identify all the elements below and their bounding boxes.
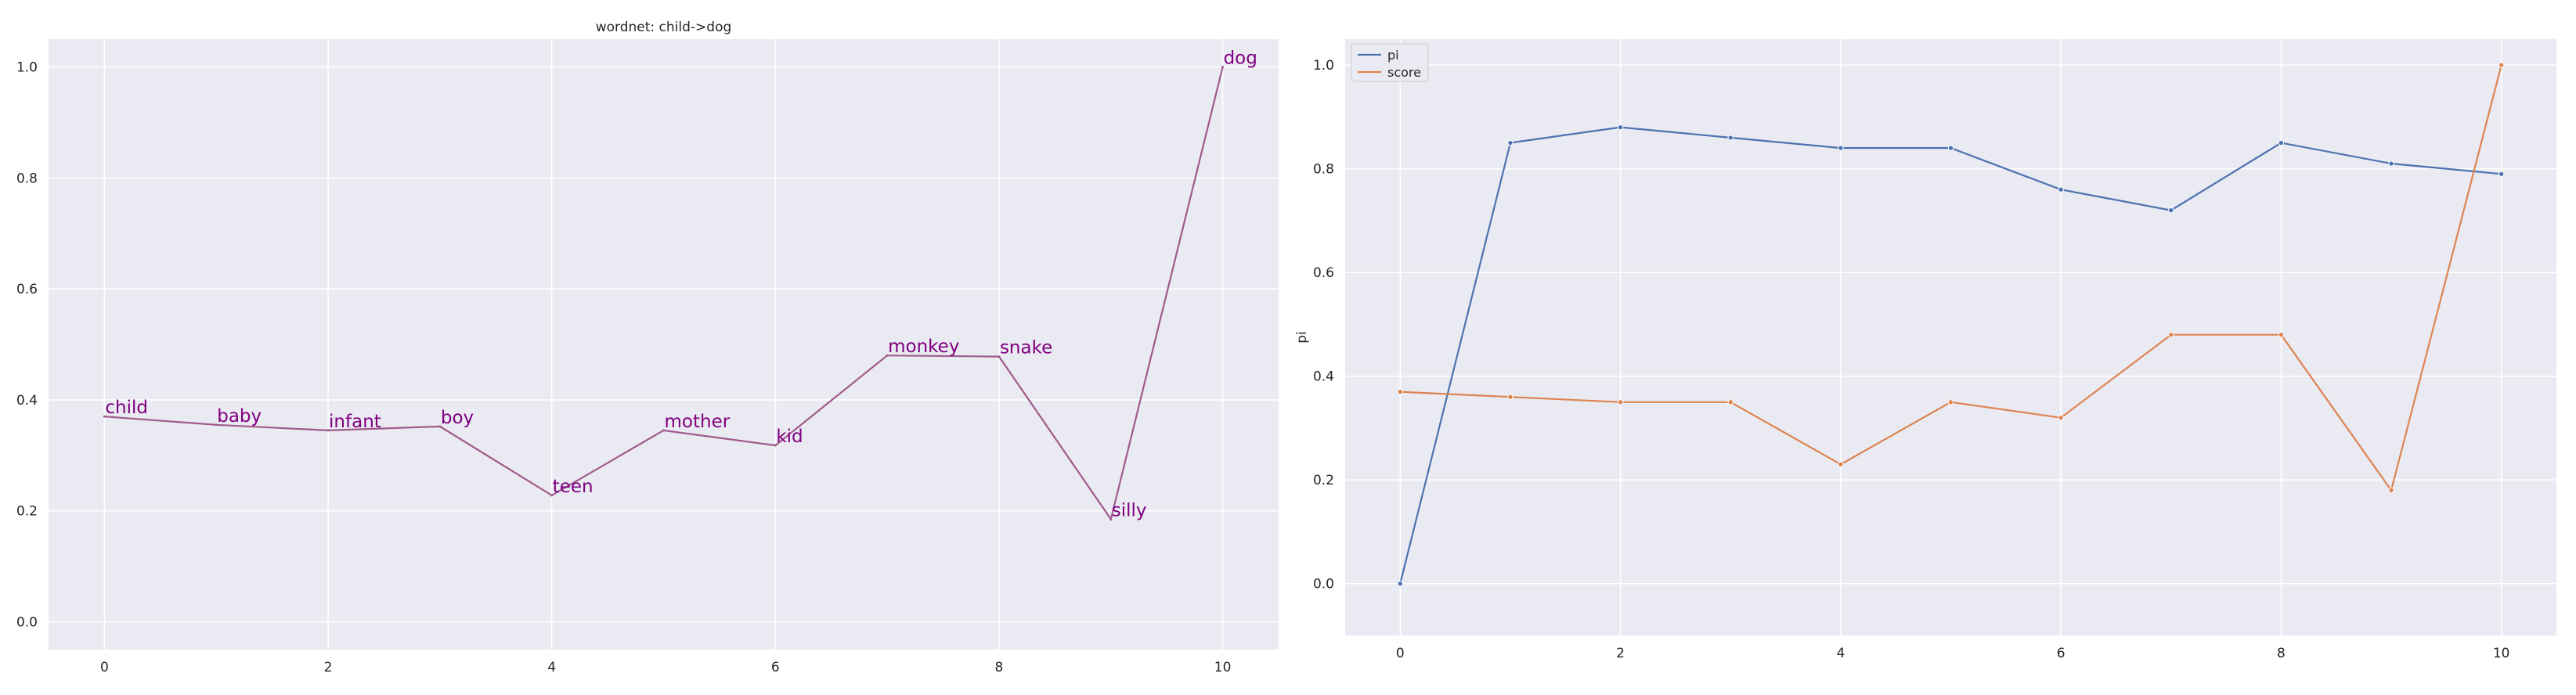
y-tick-label: 1.0 [16, 59, 38, 75]
y-tick-label: 0.4 [1313, 369, 1334, 385]
series-point-pi [1838, 145, 1844, 151]
x-tick-label: 4 [547, 660, 556, 675]
wordnet-path-chart: 0.0 0.2 0.4 0.6 0.8 1.0 0 2 4 6 8 10 child baby infa… [16, 20, 1279, 675]
word-label: snake [1000, 338, 1052, 358]
series-point-score [2278, 331, 2285, 338]
left-y-tick-labels: 0.0 0.2 0.4 0.6 0.8 1.0 [16, 59, 38, 630]
series-point-score [2058, 415, 2064, 421]
word-label: infant [329, 412, 381, 432]
left-axes-background [49, 39, 1279, 650]
x-tick-label: 0 [1396, 646, 1405, 661]
series-point-pi [2498, 171, 2505, 177]
word-label: mother [665, 412, 731, 432]
series-point-score [1617, 399, 1624, 405]
left-gridlines [49, 39, 1279, 650]
right-x-tick-labels: 0 2 4 6 8 10 [1396, 646, 2510, 661]
x-tick-label: 8 [2277, 646, 2286, 661]
word-label: silly [1112, 500, 1147, 520]
series-point-score [2498, 62, 2505, 68]
legend-label-pi: pi [1387, 48, 1399, 63]
series-point-score [1727, 399, 1734, 405]
word-point [998, 355, 1001, 358]
x-tick-label: 4 [1836, 646, 1845, 661]
word-label: child [105, 398, 148, 418]
series-point-pi [2168, 207, 2174, 214]
right-y-tick-labels: 0.0 0.2 0.4 0.6 0.8 1.0 [1313, 58, 1334, 592]
word-point [774, 444, 777, 447]
x-tick-label: 6 [771, 660, 780, 675]
series-point-score [1838, 461, 1844, 468]
series-point-score [1507, 394, 1513, 400]
series-point-score [2388, 487, 2394, 494]
series-point-pi [1727, 135, 1734, 141]
pi-score-chart: 0.0 0.2 0.4 0.6 0.8 1.0 0 2 4 6 8 10 pi pi score [1294, 39, 2556, 661]
word-label: monkey [888, 337, 959, 357]
x-tick-label: 10 [2493, 646, 2510, 661]
series-point-pi [2058, 186, 2064, 193]
x-tick-label: 2 [1616, 646, 1625, 661]
x-tick-label: 6 [2057, 646, 2065, 661]
x-tick-label: 10 [1214, 660, 1232, 675]
word-label: teen [553, 477, 593, 497]
y-tick-label: 0.4 [16, 393, 38, 409]
y-tick-label: 0.0 [1313, 577, 1334, 592]
word-point [438, 425, 442, 428]
x-tick-label: 2 [324, 660, 333, 675]
y-tick-label: 1.0 [1313, 58, 1334, 74]
series-point-pi [1617, 124, 1624, 131]
x-tick-label: 8 [995, 660, 1004, 675]
x-tick-label: 0 [100, 660, 109, 675]
right-gridlines [1345, 39, 2556, 636]
series-point-pi [1947, 145, 1954, 151]
word-point [103, 415, 106, 418]
right-y-axis-label: pi [1294, 331, 1310, 344]
y-tick-label: 0.2 [1313, 473, 1334, 488]
right-series-lines [1397, 62, 2505, 587]
series-point-pi [1397, 581, 1404, 587]
left-series-line [103, 65, 1225, 522]
series-point-pi [2278, 139, 2285, 146]
series-point-pi [2388, 160, 2394, 167]
y-tick-label: 0.8 [1313, 162, 1334, 178]
word-point [1109, 517, 1113, 520]
word-point [550, 494, 554, 497]
legend: pi score [1351, 43, 1429, 82]
word-label: kid [776, 427, 803, 447]
word-point [327, 429, 330, 432]
series-point-score [1397, 388, 1404, 395]
series-point-score [2168, 331, 2174, 338]
y-tick-label: 0.6 [1313, 265, 1334, 281]
right-axes-background [1345, 39, 2556, 636]
word-point [1221, 65, 1225, 68]
word-label: baby [217, 406, 262, 427]
series-point-score [1947, 399, 1954, 405]
y-tick-label: 0.0 [16, 615, 38, 631]
word-point [662, 429, 665, 432]
word-point [215, 423, 218, 427]
series-point-pi [1507, 139, 1513, 146]
y-tick-label: 0.6 [16, 282, 38, 297]
y-tick-label: 0.2 [16, 504, 38, 520]
left-word-labels: child baby infant boy teen mother kid monkey sna… [105, 48, 1257, 520]
left-chart-title: wordnet: child->dog [596, 20, 732, 35]
word-label: dog [1224, 48, 1257, 68]
y-tick-label: 0.8 [16, 171, 38, 186]
word-label: boy [441, 408, 474, 428]
word-point [886, 354, 889, 357]
legend-label-score: score [1387, 65, 1421, 80]
left-x-tick-labels: 0 2 4 6 8 10 [100, 660, 1231, 675]
